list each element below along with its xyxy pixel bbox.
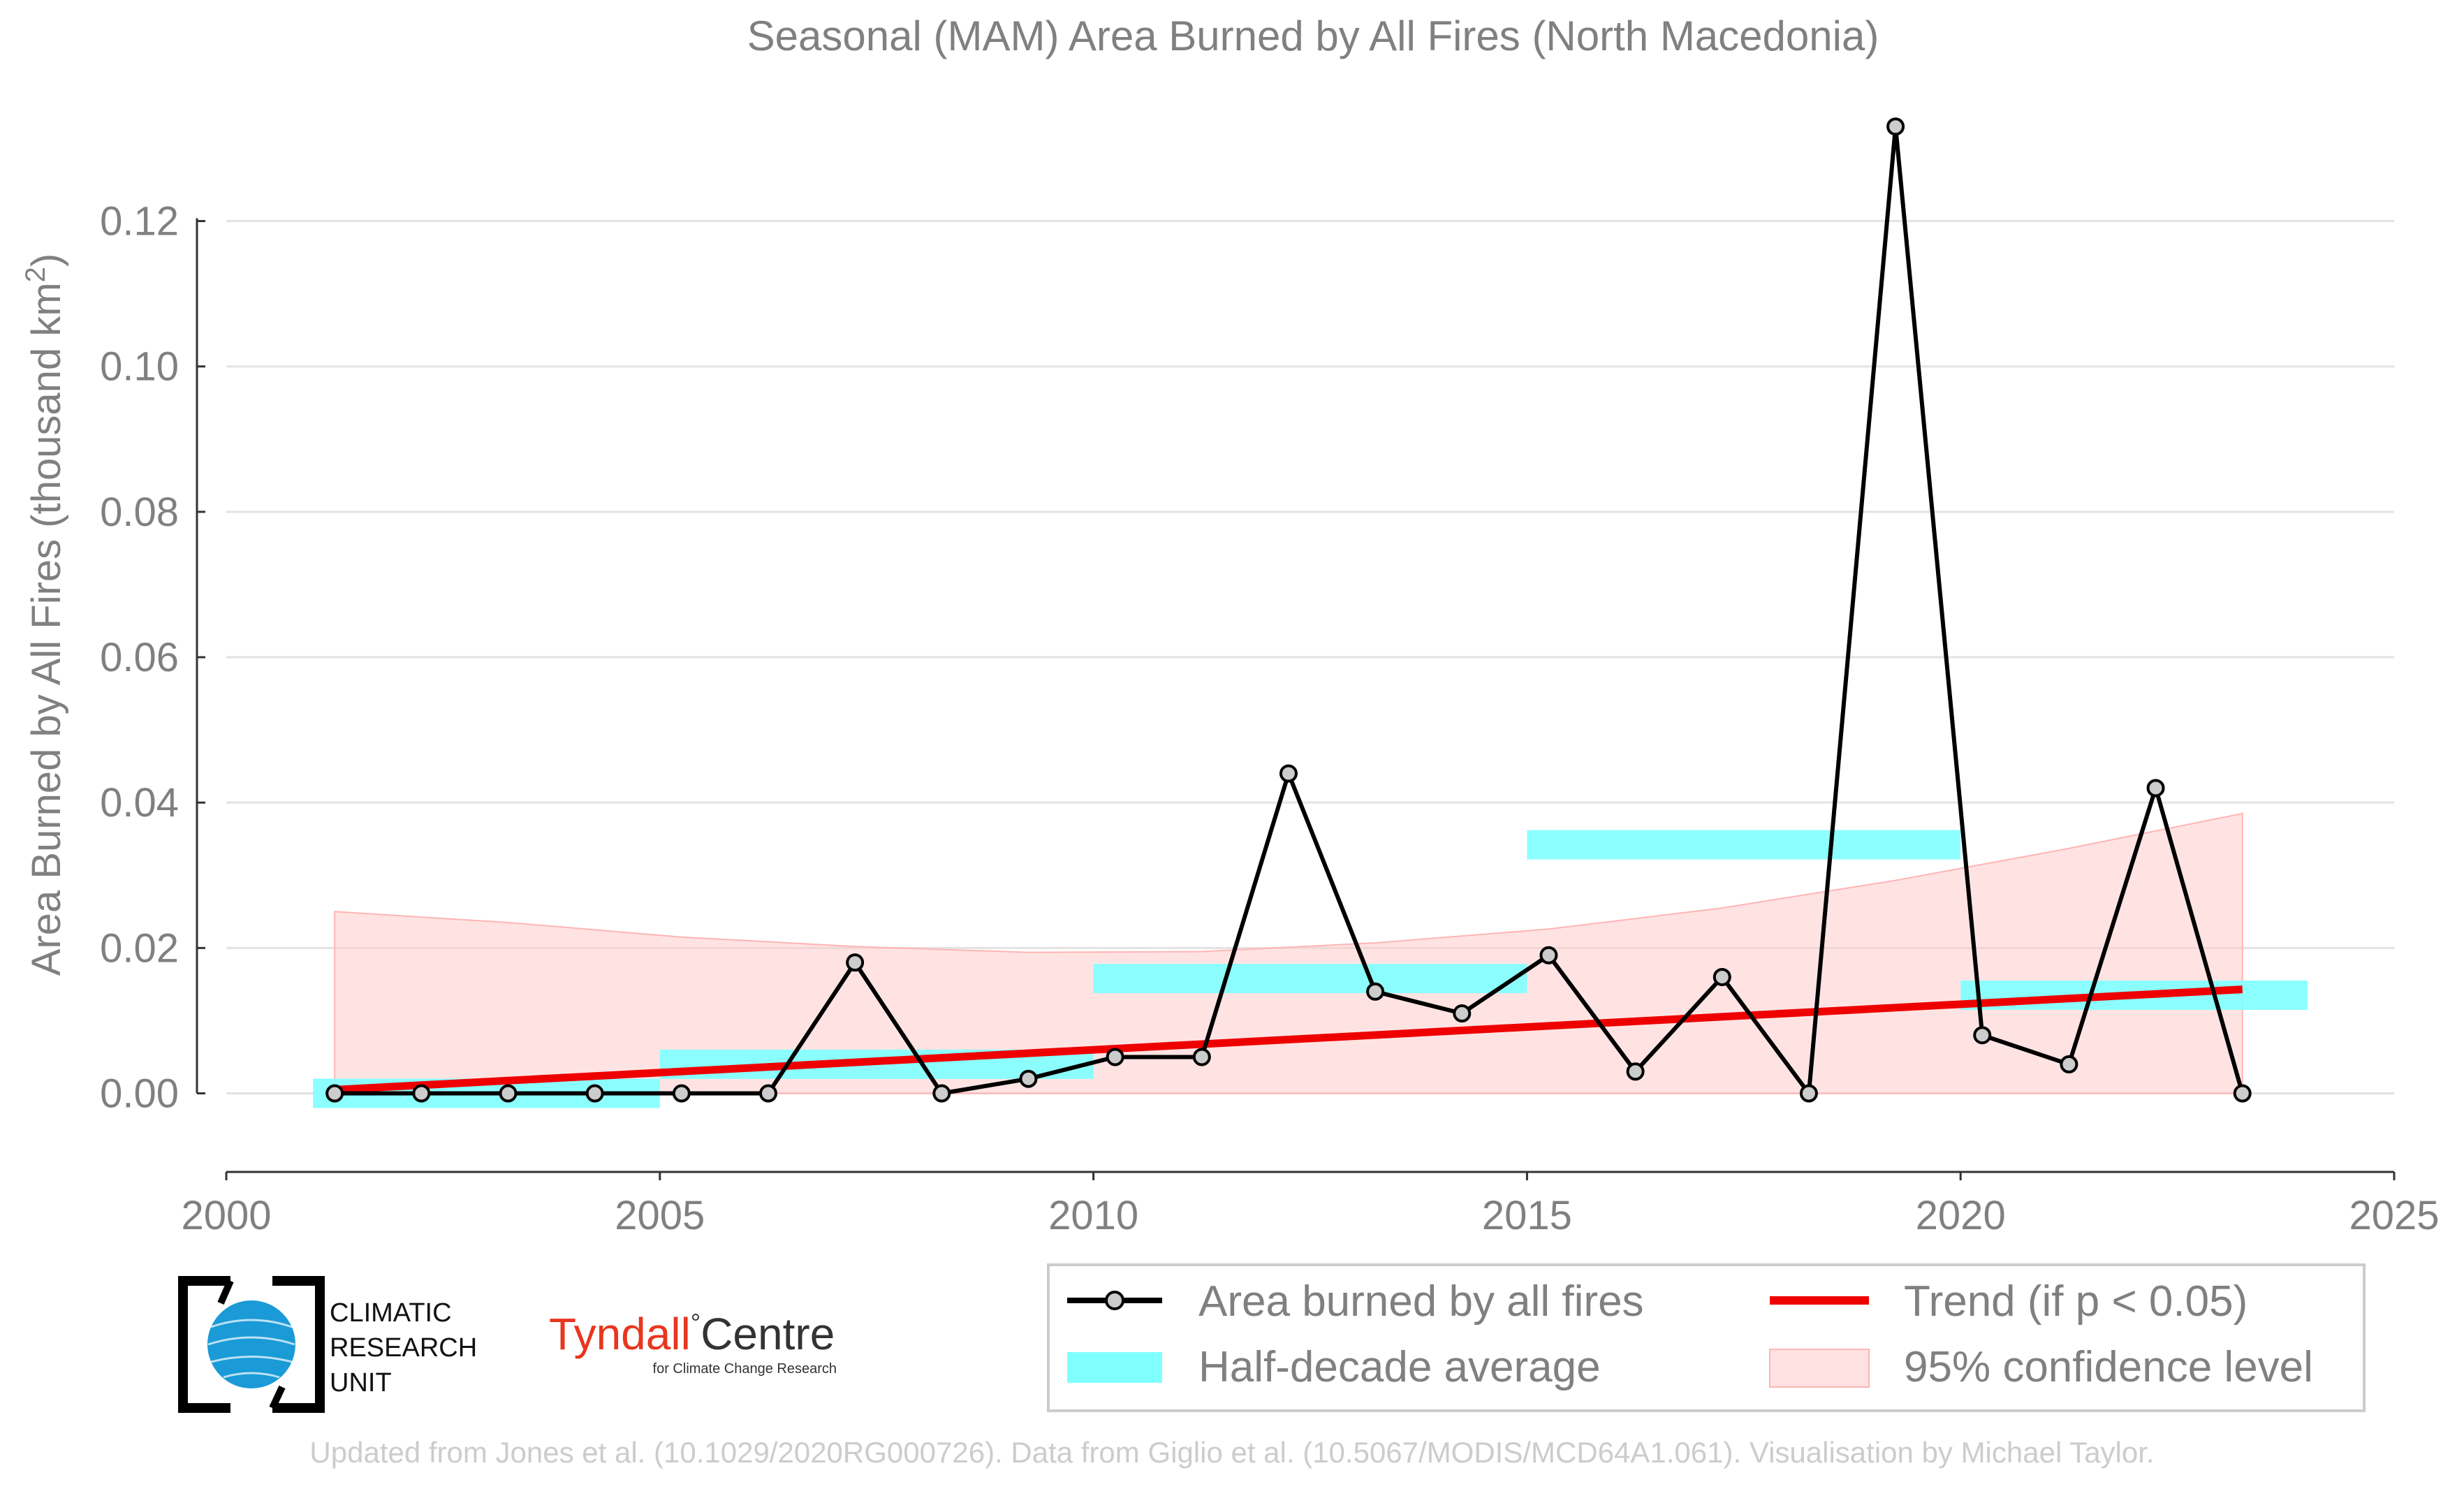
- tyndall-logo-title: Tyndall°Centre: [549, 1308, 835, 1359]
- data-point: [1886, 117, 1905, 136]
- x-tick-label: 2010: [1048, 1193, 1138, 1238]
- cru-logo-frame-notch: [217, 1279, 286, 1410]
- tyndall-logo-subtitle: for Climate Change Research: [653, 1361, 837, 1377]
- globe-icon: [207, 1300, 295, 1388]
- cru-logo: CLIMATIC RESEARCH UNIT: [178, 1276, 477, 1413]
- data-point: [1453, 1004, 1472, 1023]
- data-point: [759, 1084, 777, 1103]
- y-tick-label: 0.10: [100, 344, 179, 390]
- cru-logo-line2: RESEARCH: [330, 1333, 477, 1363]
- data-point: [1626, 1062, 1645, 1081]
- series-marker-layer: [325, 117, 2252, 1103]
- data-point: [499, 1084, 518, 1103]
- y-tick-label: 0.06: [100, 635, 179, 680]
- data-point: [412, 1084, 431, 1103]
- y-tick-label: 0.00: [100, 1071, 179, 1117]
- data-point: [932, 1084, 951, 1103]
- half-decade-bar: [1527, 830, 1961, 860]
- y-tick-label: 0.08: [100, 490, 179, 535]
- y-tick-label: 0.02: [100, 925, 179, 971]
- data-point: [1192, 1048, 1211, 1066]
- y-axis-label-close: ): [24, 254, 69, 267]
- legend-label-confidence: 95% confidence level: [1904, 1343, 2313, 1391]
- y-axis-label: Area Burned by All Fires (thousand km2): [20, 254, 69, 976]
- chart-title: Seasonal (MAM) Area Burned by All Fires …: [747, 13, 1879, 59]
- y-axis-label-sup: 2: [20, 267, 51, 282]
- trend-line: [334, 985, 2243, 1094]
- tyndall-logo-centre: Centre: [701, 1309, 835, 1359]
- y-axis-label-main: Area Burned by All Fires (thousand km: [24, 282, 69, 976]
- half-decade-bar: [1093, 964, 1527, 994]
- x-tick-label: 2025: [2349, 1193, 2439, 1238]
- y-tick-label: 0.12: [100, 199, 179, 244]
- data-point: [325, 1084, 344, 1103]
- legend-frame: [1047, 1263, 2366, 1412]
- legend-swatch-half-decade: [1067, 1352, 1162, 1383]
- data-point: [672, 1084, 691, 1103]
- axes: 0.00 0.02 0.04 0.06 0.08 0.10 0.12 2000 2005 2010…: [100, 199, 2439, 1238]
- data-point: [846, 953, 865, 972]
- x-tick-label: 2000: [181, 1193, 271, 1238]
- cru-logo-frame: [178, 1276, 325, 1413]
- data-point: [2060, 1055, 2078, 1073]
- globe-icon-lines: [207, 1319, 295, 1379]
- data-point: [1713, 967, 1731, 986]
- cru-logo-line3: UNIT: [330, 1368, 392, 1398]
- data-point: [2233, 1084, 2252, 1103]
- x-tick-label: 2015: [1482, 1193, 1572, 1238]
- data-point: [1279, 764, 1298, 783]
- legend-label-half-decade: Half-decade average: [1198, 1343, 1601, 1391]
- data-point: [1973, 1026, 1992, 1045]
- legend-swatch-confidence: [1769, 1349, 1870, 1388]
- data-point: [1106, 1048, 1124, 1066]
- legend: Area burned by all fires Trend (if p < 0…: [1047, 1263, 2366, 1412]
- tyndall-logo-name: Tyndall: [549, 1309, 691, 1359]
- legend-label-area-burned: Area burned by all fires: [1198, 1277, 1644, 1326]
- data-point: [1799, 1084, 1818, 1103]
- tyndall-logo: Tyndall°Centre for Climate Change Resear…: [549, 1308, 837, 1377]
- data-point: [1539, 946, 1558, 964]
- data-point: [2146, 779, 2165, 798]
- y-tick-label: 0.04: [100, 780, 179, 826]
- tyndall-logo-degree: °: [691, 1308, 701, 1337]
- x-tick-label: 2020: [1916, 1193, 2006, 1238]
- legend-swatch-area-burned-marker: [1105, 1291, 1124, 1310]
- x-tick-label: 2005: [615, 1193, 705, 1238]
- data-point: [1366, 982, 1385, 1001]
- trend-layer: [334, 985, 2243, 1094]
- credit-text: Updated from Jones et al. (10.1029/2020R…: [309, 1436, 2154, 1469]
- legend-label-trend: Trend (if p < 0.05): [1904, 1277, 2247, 1326]
- data-point: [585, 1084, 604, 1103]
- cru-logo-line1: CLIMATIC: [330, 1298, 452, 1328]
- data-point: [1019, 1069, 1038, 1088]
